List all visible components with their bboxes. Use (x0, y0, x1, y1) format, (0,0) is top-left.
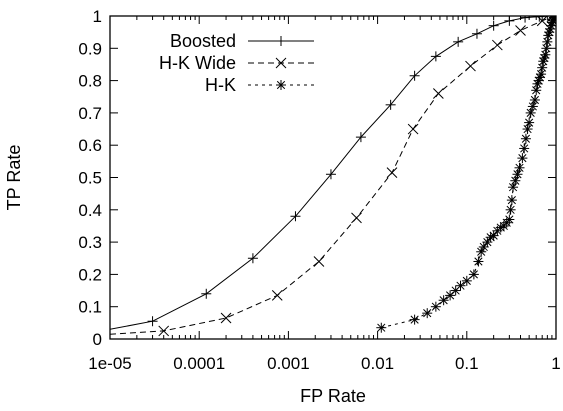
x-axis-label: FP Rate (300, 386, 366, 406)
data-point-h-k (529, 94, 540, 105)
data-point-h-k (468, 269, 479, 280)
data-point-h-k (531, 85, 542, 96)
legend-label-h-k-wide: H-K Wide (159, 53, 236, 73)
data-point-boosted (247, 253, 258, 264)
data-point-h-k (517, 153, 528, 164)
data-point-h-k (539, 52, 550, 63)
data-point-h-k-wide (407, 123, 419, 135)
data-point-h-k-wide (220, 312, 232, 324)
data-point-boosted (290, 211, 301, 222)
data-point-h-k (543, 30, 554, 41)
x-tick-label: 0.001 (267, 354, 310, 373)
data-point-h-k (514, 162, 525, 173)
data-point-h-k (422, 308, 433, 319)
data-point-h-k (551, 16, 556, 21)
legend-marker-boosted (276, 36, 286, 46)
x-tick-label: 0.0001 (173, 354, 225, 373)
data-point-h-k-wide (271, 290, 283, 301)
y-tick-label: 0.9 (78, 39, 102, 58)
data-point-h-k-wide (491, 39, 503, 51)
x-tick-label: 0.01 (361, 354, 394, 373)
data-point-boosted (355, 132, 366, 143)
y-tick-label: 0.7 (78, 104, 102, 123)
data-point-h-k (527, 101, 538, 112)
data-point-h-k (520, 133, 531, 144)
y-tick-label: 0.4 (78, 201, 102, 220)
y-tick-label: 0.3 (78, 233, 102, 252)
y-tick-label: 0.5 (78, 169, 102, 188)
legend-marker-h-k-wide (275, 57, 287, 69)
y-tick-label: 0.8 (78, 72, 102, 91)
data-point-h-k (450, 285, 461, 296)
x-tick-label: 1 (551, 354, 560, 373)
legend-label-h-k: H-K (205, 75, 236, 95)
data-point-h-k (505, 204, 516, 215)
data-point-h-k (536, 69, 547, 80)
data-point-boosted (430, 51, 441, 62)
data-point-h-k-wide (433, 88, 444, 99)
data-point-h-k (524, 117, 535, 128)
data-point-h-k (519, 143, 530, 154)
data-point-h-k-wide (465, 60, 476, 72)
data-point-h-k (537, 62, 548, 73)
legend-label-boosted: Boosted (170, 31, 236, 51)
y-tick-label: 0 (93, 330, 102, 349)
data-point-h-k (430, 301, 441, 312)
data-point-h-k (461, 275, 472, 286)
data-point-h-k (525, 107, 536, 118)
data-point-boosted (520, 16, 531, 23)
data-point-h-k-wide (386, 167, 398, 179)
data-point-boosted (147, 316, 158, 327)
data-point-boosted (325, 169, 336, 180)
data-point-h-k-wide (158, 325, 170, 337)
data-point-h-k (455, 280, 466, 291)
data-point-h-k (473, 256, 484, 267)
y-tick-label: 1 (93, 7, 102, 26)
data-point-boosted (453, 36, 464, 47)
data-point-boosted (201, 288, 212, 299)
data-point-h-k-wide (313, 256, 325, 267)
legend-marker-h-k (276, 80, 286, 90)
ticks-layer: 1e-05 0.0001 0.001 0.01 0.1 1 0 0.1 0.2 0.3 0.4 0.5… (78, 7, 560, 373)
y-tick-label: 0.2 (78, 265, 102, 284)
data-point-boosted (488, 20, 499, 31)
data-point-h-k (512, 169, 523, 180)
plot-layer (110, 16, 556, 337)
data-point-h-k-wide (536, 16, 548, 27)
y-tick-label: 0.1 (78, 298, 102, 317)
data-point-h-k (438, 295, 449, 306)
x-tick-label: 0.1 (455, 354, 479, 373)
y-axis-label: TP Rate (4, 145, 24, 211)
data-point-h-k (522, 124, 533, 135)
data-point-h-k (504, 214, 515, 225)
data-point-h-k (510, 175, 521, 186)
data-point-h-k (476, 246, 487, 257)
data-point-h-k (409, 314, 420, 325)
data-point-boosted (385, 99, 396, 110)
data-point-h-k-wide (515, 25, 526, 36)
x-tick-label: 1e-05 (88, 354, 131, 373)
data-point-h-k (376, 322, 387, 333)
data-point-boosted (409, 70, 420, 81)
data-point-boosted (471, 28, 482, 39)
data-point-h-k (506, 195, 517, 206)
y-tick-label: 0.6 (78, 136, 102, 155)
data-point-h-k-wide (351, 212, 362, 224)
